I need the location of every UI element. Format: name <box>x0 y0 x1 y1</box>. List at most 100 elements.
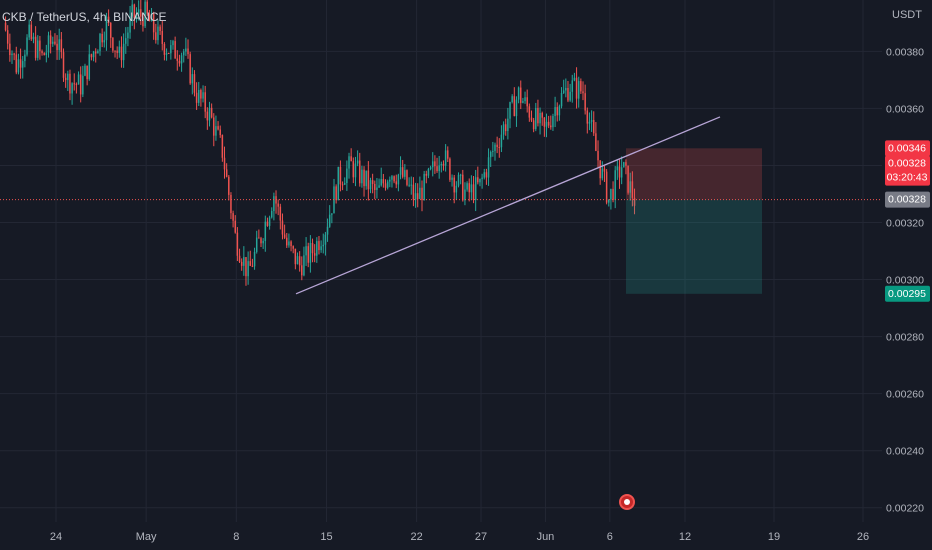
candle-body <box>449 158 451 180</box>
candle-body <box>320 246 322 251</box>
time-axis[interactable]: 24 May 8 15 22 27 Jun 6 12 19 26 <box>50 531 869 543</box>
y-tick-label: 0.00360 <box>886 103 924 115</box>
candle-body <box>150 13 153 22</box>
candle-body <box>610 188 612 200</box>
candle-body <box>204 92 206 112</box>
candle-body <box>391 176 393 180</box>
candle-body <box>238 255 241 262</box>
candle-body <box>601 168 604 179</box>
candle-body <box>556 107 558 116</box>
candle-body <box>431 161 434 168</box>
candle-body <box>376 187 378 191</box>
candle-body <box>356 160 359 164</box>
candle-body <box>408 184 410 186</box>
stop-price-tag: 0.00346 <box>885 140 930 157</box>
trendline-drawing[interactable] <box>295 116 721 295</box>
candle-body <box>406 170 408 185</box>
candle-body <box>178 60 181 64</box>
candle-body <box>125 38 127 44</box>
candle-body <box>466 183 468 190</box>
candle-body <box>599 160 601 179</box>
candle-body <box>419 187 421 199</box>
candle-body <box>273 196 275 212</box>
candle-body <box>485 172 488 178</box>
candle-body <box>582 91 584 94</box>
candle-body <box>129 16 131 33</box>
price-tags: 0.00346 0.00328 03:20:43 0.00328 0.00295 <box>885 140 930 302</box>
candle-body <box>459 174 462 176</box>
candle-body <box>172 41 174 46</box>
candle-body <box>365 170 367 187</box>
take-profit-zone <box>626 199 762 294</box>
candle-body <box>474 177 477 201</box>
candle-body <box>163 43 166 55</box>
candle-body <box>191 74 194 84</box>
candle-body <box>225 169 228 177</box>
candle-body <box>397 174 400 185</box>
candle-body <box>88 54 91 80</box>
candle-body <box>268 217 271 226</box>
us-flag-icon[interactable] <box>619 494 635 510</box>
candle-body <box>28 24 30 38</box>
candle-body <box>43 53 45 55</box>
candle-body <box>92 51 95 58</box>
last-price-tag-bg <box>885 155 930 186</box>
candle-body <box>56 43 58 51</box>
candle-body <box>472 184 475 201</box>
candle-body <box>283 234 286 238</box>
candle-body <box>303 255 305 276</box>
candle-body <box>354 163 357 178</box>
currency-label: USDT <box>892 9 922 21</box>
symbol-title[interactable]: CKB / TetherUS, 4h, BINANCE <box>2 10 167 24</box>
candle-body <box>219 129 221 136</box>
candle-body <box>24 54 26 62</box>
candle-body <box>99 33 101 52</box>
candle-body <box>612 188 614 200</box>
y-tick-label: 0.00380 <box>886 46 924 58</box>
candle-body <box>316 241 318 256</box>
candle-body <box>228 176 230 195</box>
candle-body <box>577 81 580 99</box>
candle-body <box>69 73 71 94</box>
candle-body <box>447 150 449 159</box>
candle-body <box>509 102 511 119</box>
candle-body <box>13 53 15 55</box>
candle-body <box>489 151 492 158</box>
candle-body <box>64 77 67 81</box>
candle-body <box>90 54 93 58</box>
candle-body <box>198 90 200 103</box>
candle-body <box>187 48 189 55</box>
candle-body <box>157 26 159 41</box>
candle-body <box>526 97 528 107</box>
candle-body <box>513 96 516 117</box>
candle-body <box>180 55 183 64</box>
candle-body <box>369 180 372 190</box>
candle-body <box>434 161 436 167</box>
candle-body <box>614 170 616 200</box>
short-position-tool[interactable] <box>0 148 882 294</box>
candle-body <box>496 144 498 148</box>
candle-body <box>131 4 133 17</box>
candle-body <box>243 257 245 266</box>
candle-body <box>404 170 406 177</box>
candle-body <box>307 246 309 263</box>
candle-body <box>277 203 279 207</box>
candle-body <box>251 265 254 267</box>
candle-body <box>500 134 503 148</box>
candle-body <box>380 178 382 186</box>
candle-body <box>384 183 387 188</box>
candle-body <box>586 110 589 124</box>
candle-body <box>52 41 54 44</box>
candle-body <box>511 96 513 103</box>
candle-body <box>19 59 22 68</box>
price-axis[interactable]: 0.003800.003600.003400.003200.003000.002… <box>886 46 924 514</box>
candle-body <box>416 193 419 199</box>
candle-body <box>32 36 35 40</box>
candle-body <box>37 40 39 58</box>
candle-body <box>41 51 43 54</box>
candle-body <box>560 92 563 107</box>
candle-body <box>217 126 219 130</box>
candle-body <box>543 117 546 127</box>
candle-body <box>603 168 606 172</box>
